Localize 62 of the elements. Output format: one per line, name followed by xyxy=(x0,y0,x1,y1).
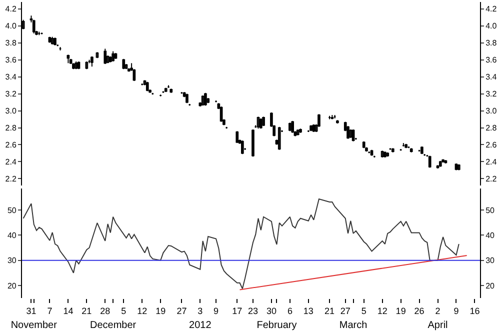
y-tick-label: 2.6 xyxy=(5,140,17,150)
x-tick-label: 19 xyxy=(156,306,166,316)
x-tick-label: 5 xyxy=(361,306,366,316)
y-tick-label: 4.2 xyxy=(5,4,17,14)
x-tick-label: 13 xyxy=(303,306,314,316)
y-tick-label: 3.2 xyxy=(5,90,17,99)
x2-tick-label: March xyxy=(339,320,368,331)
y-tick-label: 30 xyxy=(7,256,17,266)
y2-tick-label: 30 xyxy=(486,256,496,266)
y2-tick-label: 40 xyxy=(486,231,496,240)
y2-tick-label: 3.6 xyxy=(486,56,498,65)
line-series xyxy=(22,198,460,290)
y2-tick-label: 4.0 xyxy=(486,22,498,31)
y2-tick-label: 3.0 xyxy=(486,106,498,116)
x-tick-label: 28 xyxy=(100,306,110,316)
y-tick-label: 3.0 xyxy=(5,106,17,116)
x-tick-label: 21 xyxy=(82,306,92,316)
x2-tick-label: November xyxy=(10,320,58,331)
y-tick-label: 3.8 xyxy=(5,38,17,48)
x2-tick-label: April xyxy=(428,320,448,331)
y2-tick-label: 3.4 xyxy=(486,72,498,82)
y2-tick-label: 3.8 xyxy=(486,38,498,48)
x-tick-label: 30 xyxy=(266,306,276,316)
x-tick-label: 19 xyxy=(396,306,406,316)
x-tick-label: 31 xyxy=(26,306,36,316)
y2-tick-label: 2.8 xyxy=(486,124,498,133)
x-tick-label: 3 xyxy=(198,306,203,316)
y-tick-label: 3.4 xyxy=(5,72,17,82)
y-tick-label: 2.2 xyxy=(5,174,17,184)
x-tick-label: 17 xyxy=(232,306,242,316)
y-tick-label: 50 xyxy=(7,206,17,215)
y-tick-label: 4.0 xyxy=(5,22,17,31)
x-tick-label: 9 xyxy=(454,306,459,316)
x-tick-label: 26 xyxy=(414,306,424,316)
y2-tick-label: 3.2 xyxy=(486,90,498,99)
x-tick-label: 5 xyxy=(121,306,126,316)
y-tick-label: 40 xyxy=(7,231,17,240)
x2-tick-label: February xyxy=(256,320,297,331)
y2-tick-label: 2.4 xyxy=(486,158,498,167)
y2-tick-label: 20 xyxy=(486,281,496,290)
x-tick-label: 14 xyxy=(63,306,74,316)
y-tick-label: 2.4 xyxy=(5,158,17,167)
x-tick-label: 7 xyxy=(47,306,52,316)
x-tick-label: 12 xyxy=(377,306,388,316)
x-tick-label: 16 xyxy=(470,306,480,316)
y-tick-label: 3.6 xyxy=(5,56,17,65)
x-tick-label: 6 xyxy=(287,306,292,316)
y2-tick-label: 2.2 xyxy=(486,174,498,184)
x-tick-label: 12 xyxy=(137,306,148,316)
y2-tick-label: 2.6 xyxy=(486,140,498,150)
x-tick-label: 21 xyxy=(324,306,335,316)
x-tick-label: 27 xyxy=(340,306,350,316)
x2-tick-label: 2012 xyxy=(189,320,212,331)
y2-tick-label: 4.2 xyxy=(486,4,498,14)
x-tick-label: 23 xyxy=(248,306,258,316)
x-tick-label: 2 xyxy=(435,306,440,316)
y-tick-label: 20 xyxy=(7,281,17,290)
x-tick-label: 27 xyxy=(176,306,187,316)
y2-tick-label: 50 xyxy=(486,206,496,215)
x-tick-label: 9 xyxy=(214,306,219,316)
x2-tick-label: December xyxy=(90,320,137,331)
y-tick-label: 2.8 xyxy=(5,124,17,133)
